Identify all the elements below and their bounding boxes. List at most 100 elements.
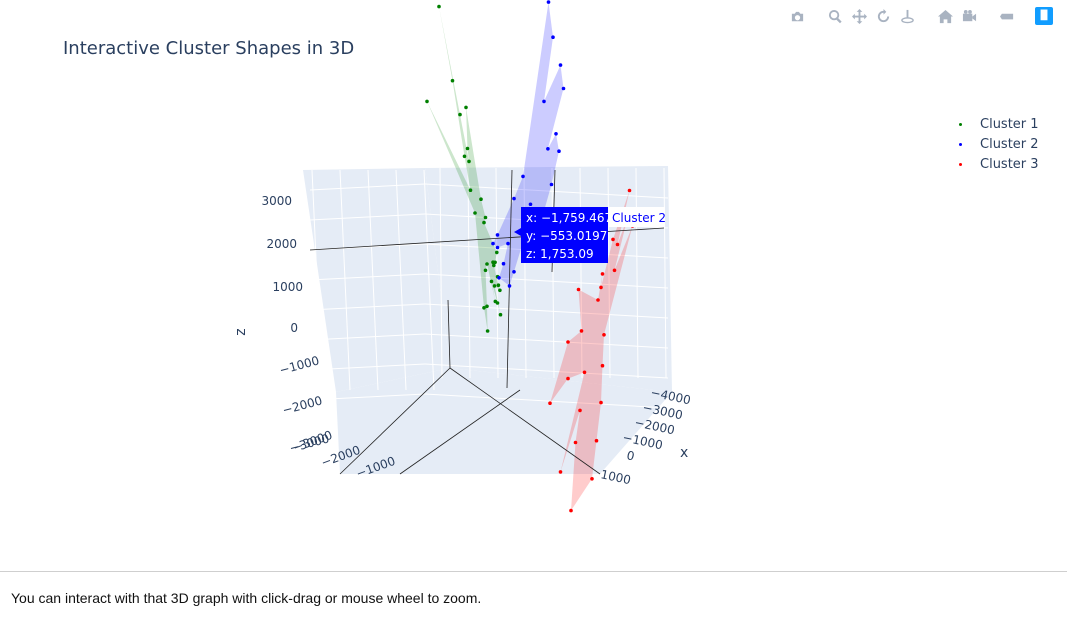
data-point[interactable] bbox=[496, 283, 501, 288]
data-point[interactable] bbox=[501, 261, 506, 266]
data-point[interactable] bbox=[582, 370, 587, 375]
legend-marker-icon bbox=[950, 122, 970, 126]
data-point[interactable] bbox=[551, 35, 555, 39]
plot-area[interactable]: Interactive Cluster Shapes in 3D 3000 200… bbox=[0, 0, 1067, 570]
data-point[interactable] bbox=[578, 408, 582, 413]
data-point[interactable] bbox=[485, 262, 489, 266]
hover-x: x: −1,759.467 bbox=[526, 211, 612, 225]
mesh-cluster-3 bbox=[550, 190, 633, 511]
z-tick-label: 1000 bbox=[272, 280, 303, 294]
data-point[interactable] bbox=[482, 220, 486, 225]
data-point[interactable] bbox=[590, 477, 594, 481]
data-point[interactable] bbox=[464, 105, 468, 110]
data-point[interactable] bbox=[483, 215, 488, 220]
data-point[interactable] bbox=[566, 376, 570, 381]
data-point[interactable] bbox=[600, 363, 605, 368]
data-point[interactable] bbox=[557, 149, 561, 153]
data-point[interactable] bbox=[512, 196, 516, 201]
x-axis-title: x bbox=[680, 445, 688, 461]
data-point[interactable] bbox=[528, 202, 533, 207]
data-point[interactable] bbox=[615, 242, 620, 247]
camera-views-icon[interactable] bbox=[959, 6, 979, 26]
data-point[interactable] bbox=[576, 287, 581, 292]
divider bbox=[0, 571, 1067, 572]
data-point[interactable] bbox=[465, 146, 470, 151]
data-point[interactable] bbox=[495, 233, 500, 237]
back-wall-right bbox=[425, 166, 672, 392]
legend-item-cluster-3[interactable]: Cluster 3 bbox=[950, 154, 1039, 174]
x-tick-label: 1000 bbox=[599, 467, 632, 487]
mesh-cluster-1 bbox=[427, 6, 501, 331]
data-point[interactable] bbox=[573, 440, 578, 445]
z-tick-label: 2000 bbox=[266, 237, 297, 251]
data-point[interactable] bbox=[437, 4, 441, 9]
data-point[interactable] bbox=[479, 197, 483, 201]
data-point[interactable] bbox=[498, 312, 503, 317]
data-point[interactable] bbox=[498, 288, 502, 293]
data-point[interactable] bbox=[548, 401, 552, 406]
data-point[interactable] bbox=[450, 78, 455, 83]
y-tick-label: −3000 bbox=[291, 428, 334, 455]
data-point[interactable] bbox=[467, 159, 471, 164]
z-tick-label: 0 bbox=[290, 321, 298, 335]
data-point[interactable] bbox=[495, 245, 500, 250]
home-icon[interactable] bbox=[935, 6, 955, 26]
data-point[interactable] bbox=[512, 270, 516, 274]
data-point[interactable] bbox=[579, 329, 584, 333]
data-point[interactable] bbox=[549, 182, 554, 187]
turntable-rotation-icon[interactable] bbox=[897, 6, 917, 26]
back-wall-left bbox=[303, 168, 450, 392]
data-point[interactable] bbox=[458, 112, 462, 117]
data-point[interactable] bbox=[566, 340, 570, 344]
zoom-icon[interactable] bbox=[825, 6, 845, 26]
data-point[interactable] bbox=[521, 174, 525, 179]
data-point[interactable] bbox=[473, 211, 477, 215]
data-point[interactable] bbox=[425, 99, 429, 104]
data-point[interactable] bbox=[497, 276, 501, 280]
data-point[interactable] bbox=[506, 241, 510, 246]
data-point[interactable] bbox=[596, 298, 600, 302]
data-point[interactable] bbox=[492, 263, 496, 268]
data-point[interactable] bbox=[599, 400, 603, 405]
data-point[interactable] bbox=[507, 284, 512, 288]
camera-icon[interactable] bbox=[787, 6, 807, 26]
data-point[interactable] bbox=[594, 438, 599, 443]
legend-marker-icon bbox=[950, 142, 970, 146]
hover-tooltip: x: −1,759.467 y: −553.0197 z: 1,753.09 C… bbox=[514, 207, 666, 263]
hover-toggle-icon[interactable] bbox=[997, 6, 1017, 26]
data-point[interactable] bbox=[468, 188, 473, 192]
data-point[interactable] bbox=[599, 285, 603, 290]
data-point[interactable] bbox=[600, 272, 605, 276]
data-point[interactable] bbox=[561, 86, 566, 91]
data-point[interactable] bbox=[493, 299, 498, 304]
data-point[interactable] bbox=[495, 250, 499, 255]
hover-y: y: −553.0197 bbox=[526, 229, 607, 243]
data-point[interactable] bbox=[546, 147, 550, 151]
data-point[interactable] bbox=[558, 63, 563, 67]
legend-item-cluster-1[interactable]: Cluster 1 bbox=[950, 114, 1039, 134]
data-point[interactable] bbox=[542, 99, 546, 104]
data-point[interactable] bbox=[569, 508, 573, 513]
data-point[interactable] bbox=[602, 333, 606, 337]
data-point[interactable] bbox=[491, 241, 495, 246]
data-point[interactable] bbox=[627, 188, 632, 193]
data-point[interactable] bbox=[483, 268, 488, 273]
data-point[interactable] bbox=[492, 284, 497, 288]
pan-icon[interactable] bbox=[849, 6, 869, 26]
legend-marker-icon bbox=[950, 162, 970, 166]
data-point[interactable] bbox=[554, 132, 558, 136]
data-point[interactable] bbox=[546, 0, 551, 4]
legend-item-cluster-2[interactable]: Cluster 2 bbox=[950, 134, 1039, 154]
data-point[interactable] bbox=[612, 268, 617, 273]
plotly-logo-icon[interactable]: ▐▌ bbox=[1035, 7, 1053, 25]
data-point[interactable] bbox=[611, 237, 615, 242]
data-point[interactable] bbox=[558, 470, 563, 474]
data-point[interactable] bbox=[462, 154, 467, 159]
orbit-rotation-icon[interactable] bbox=[873, 6, 893, 26]
data-point[interactable] bbox=[485, 304, 489, 309]
data-point[interactable] bbox=[489, 279, 494, 284]
data-point[interactable] bbox=[482, 306, 486, 310]
data-point[interactable] bbox=[485, 329, 490, 333]
data-point[interactable] bbox=[493, 260, 497, 265]
